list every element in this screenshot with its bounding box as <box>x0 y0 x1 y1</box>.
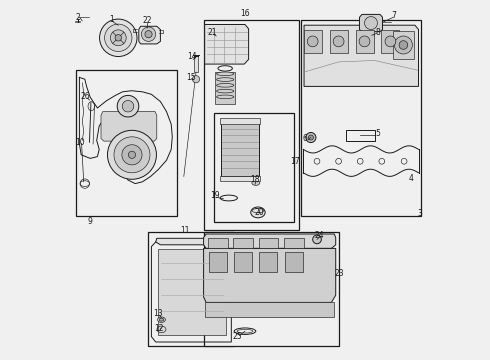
Ellipse shape <box>252 180 260 185</box>
Text: 5: 5 <box>376 129 381 138</box>
Text: 14: 14 <box>187 52 197 61</box>
Text: 10: 10 <box>75 138 85 147</box>
Bar <box>215 113 294 222</box>
Text: 16: 16 <box>240 9 250 18</box>
Bar <box>204 232 339 346</box>
Text: 22: 22 <box>142 16 152 25</box>
Circle shape <box>193 76 199 83</box>
Bar <box>148 232 234 346</box>
Text: 17: 17 <box>290 157 299 166</box>
Polygon shape <box>204 234 336 248</box>
Ellipse shape <box>367 34 372 37</box>
Bar <box>301 20 421 216</box>
Text: 6: 6 <box>302 134 307 143</box>
Polygon shape <box>216 72 235 104</box>
Ellipse shape <box>217 84 234 87</box>
Polygon shape <box>208 238 228 248</box>
Polygon shape <box>194 56 198 72</box>
Polygon shape <box>381 30 399 53</box>
Circle shape <box>114 137 150 173</box>
Text: 1: 1 <box>109 15 114 24</box>
Polygon shape <box>285 252 303 272</box>
Circle shape <box>333 36 344 47</box>
Circle shape <box>399 41 408 49</box>
Polygon shape <box>156 238 231 245</box>
Circle shape <box>128 151 136 158</box>
Circle shape <box>306 132 316 143</box>
Circle shape <box>313 235 321 244</box>
Ellipse shape <box>217 95 234 99</box>
Ellipse shape <box>217 78 234 81</box>
Bar <box>76 70 176 216</box>
Text: 9: 9 <box>88 217 93 226</box>
Circle shape <box>122 145 142 165</box>
Ellipse shape <box>364 32 374 38</box>
Circle shape <box>107 130 156 179</box>
Polygon shape <box>259 252 277 272</box>
Polygon shape <box>392 31 414 59</box>
Polygon shape <box>284 238 304 248</box>
Circle shape <box>110 30 126 46</box>
Circle shape <box>117 95 139 117</box>
Text: 24: 24 <box>315 231 324 240</box>
Polygon shape <box>220 176 260 181</box>
Text: 8: 8 <box>375 28 380 37</box>
Text: 23: 23 <box>335 269 344 278</box>
Polygon shape <box>101 112 157 141</box>
Text: 3: 3 <box>417 208 422 217</box>
Text: 12: 12 <box>154 324 164 333</box>
Polygon shape <box>330 30 347 53</box>
Text: 26: 26 <box>81 92 90 101</box>
Ellipse shape <box>251 207 265 218</box>
Polygon shape <box>233 238 253 248</box>
Circle shape <box>359 36 370 47</box>
Polygon shape <box>220 119 259 176</box>
Polygon shape <box>158 249 226 335</box>
Text: 15: 15 <box>186 73 196 82</box>
Polygon shape <box>259 238 278 248</box>
Text: 4: 4 <box>408 174 413 183</box>
Text: 19: 19 <box>210 191 220 200</box>
Polygon shape <box>205 24 248 64</box>
Polygon shape <box>220 118 260 124</box>
Circle shape <box>115 35 122 41</box>
Circle shape <box>104 24 132 51</box>
Polygon shape <box>360 14 383 32</box>
Bar <box>204 20 299 230</box>
Circle shape <box>308 135 314 140</box>
Circle shape <box>385 36 396 47</box>
Polygon shape <box>356 30 373 53</box>
Ellipse shape <box>217 72 234 76</box>
Text: 11: 11 <box>180 226 189 235</box>
Circle shape <box>394 36 413 54</box>
Polygon shape <box>205 302 334 317</box>
Text: 18: 18 <box>250 175 260 184</box>
Text: 2: 2 <box>76 13 81 22</box>
Ellipse shape <box>159 318 164 321</box>
Circle shape <box>145 31 152 38</box>
Circle shape <box>99 19 137 57</box>
Text: 25: 25 <box>233 332 243 341</box>
Text: 20: 20 <box>255 208 264 217</box>
Polygon shape <box>209 252 227 272</box>
Polygon shape <box>234 252 252 272</box>
Polygon shape <box>304 30 321 53</box>
Circle shape <box>307 36 318 47</box>
Text: 7: 7 <box>391 10 396 19</box>
Circle shape <box>365 17 377 30</box>
Ellipse shape <box>157 317 166 323</box>
Circle shape <box>141 27 156 41</box>
Ellipse shape <box>217 89 234 93</box>
Polygon shape <box>204 248 336 302</box>
Text: 21: 21 <box>207 28 217 37</box>
Polygon shape <box>139 26 160 44</box>
Polygon shape <box>304 25 418 86</box>
Circle shape <box>122 100 134 112</box>
Text: 13: 13 <box>153 309 163 318</box>
